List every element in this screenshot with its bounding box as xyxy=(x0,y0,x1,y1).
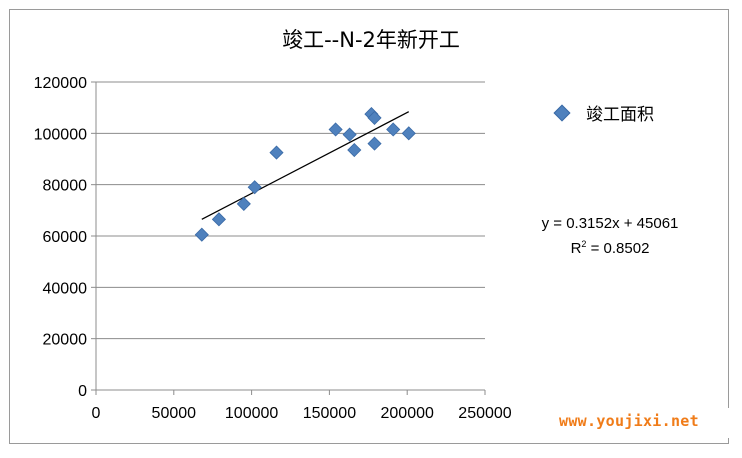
trendline xyxy=(201,111,410,220)
legend-label: 竣工面积 xyxy=(586,105,654,125)
data-point xyxy=(342,127,357,142)
y-tick-label: 20000 xyxy=(43,332,88,349)
chart-title: 竣工--N-2年新开工 xyxy=(282,28,460,52)
x-tick-label: 0 xyxy=(92,405,101,422)
x-tick-label: 250000 xyxy=(458,405,511,422)
data-point xyxy=(236,196,251,211)
y-tick-label: 0 xyxy=(78,383,87,400)
y-tick-label: 80000 xyxy=(43,178,88,195)
legend: 竣工面积 xyxy=(553,100,654,125)
data-point xyxy=(269,145,284,160)
data-point xyxy=(367,136,382,151)
data-point xyxy=(194,227,209,242)
x-tick-label: 150000 xyxy=(303,405,356,422)
data-point xyxy=(367,110,382,125)
watermark: www.youjixi.net xyxy=(547,408,742,438)
data-point xyxy=(347,142,362,158)
data-point xyxy=(401,126,416,141)
y-tick-label: 60000 xyxy=(43,229,88,246)
r-squared-line: R2 = 0.8502 xyxy=(520,234,700,259)
data-point xyxy=(386,122,401,137)
x-tick-label: 50000 xyxy=(152,405,197,422)
x-tick-label: 100000 xyxy=(225,405,278,422)
data-point xyxy=(328,122,343,137)
r2-value: = 0.8502 xyxy=(586,240,650,257)
y-tick-label: 40000 xyxy=(43,280,88,297)
x-tick-label: 200000 xyxy=(381,405,434,422)
trendline-equation: y = 0.3152x + 45061 R2 = 0.8502 xyxy=(520,213,700,259)
legend-diamond-icon xyxy=(553,104,571,121)
r2-letter: R xyxy=(570,240,582,257)
y-tick-label: 100000 xyxy=(34,126,87,143)
y-tick-label: 120000 xyxy=(34,75,87,92)
r2-superscript: 2 xyxy=(581,239,587,249)
data-point xyxy=(211,212,226,227)
watermark-text: www.youjixi.net xyxy=(559,412,699,430)
data-point xyxy=(247,180,262,195)
equation-line: y = 0.3152x + 45061 xyxy=(541,215,679,232)
